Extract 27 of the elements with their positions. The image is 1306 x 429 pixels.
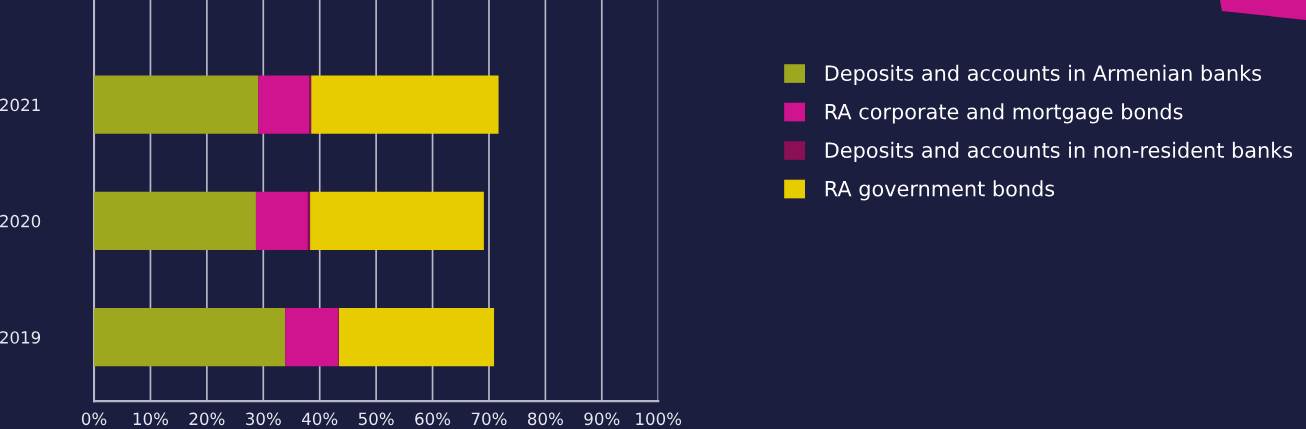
y-tick-label: 2019: [0, 331, 41, 344]
y-tick-label: 2020: [0, 214, 41, 228]
bar: [258, 75, 310, 134]
legend-label: Deposits and accounts in non-resident banks: [825, 141, 1293, 163]
legend-label: Deposits and accounts in Armenian banks: [825, 64, 1262, 86]
x-tick-label: 50%: [358, 412, 394, 426]
bar: [94, 75, 259, 134]
x-tick-label: 80%: [527, 412, 563, 426]
bar: [285, 308, 339, 367]
bar: [310, 191, 484, 250]
bar: [255, 191, 308, 250]
y-tick-label: 2021: [0, 98, 40, 112]
x-tick-label: 40%: [302, 412, 338, 426]
x-tick-label: 20%: [189, 412, 225, 426]
x-tick-label: 90%: [584, 412, 620, 426]
x-tick-label: 30%: [246, 412, 281, 426]
bar: [338, 308, 495, 367]
x-tick-label: 100%: [636, 412, 682, 426]
x-tick-label: 60%: [415, 412, 451, 426]
bar: [94, 308, 286, 367]
bar: [94, 191, 256, 250]
bar: [311, 75, 499, 134]
x-tick-label: 70%: [471, 412, 507, 426]
legend-label: RA government bonds: [825, 180, 1055, 201]
legend-label: RA corporate and mortgage bonds: [825, 103, 1183, 124]
x-tick-label: 0%: [81, 412, 107, 426]
x-tick-label: 10%: [133, 412, 169, 426]
